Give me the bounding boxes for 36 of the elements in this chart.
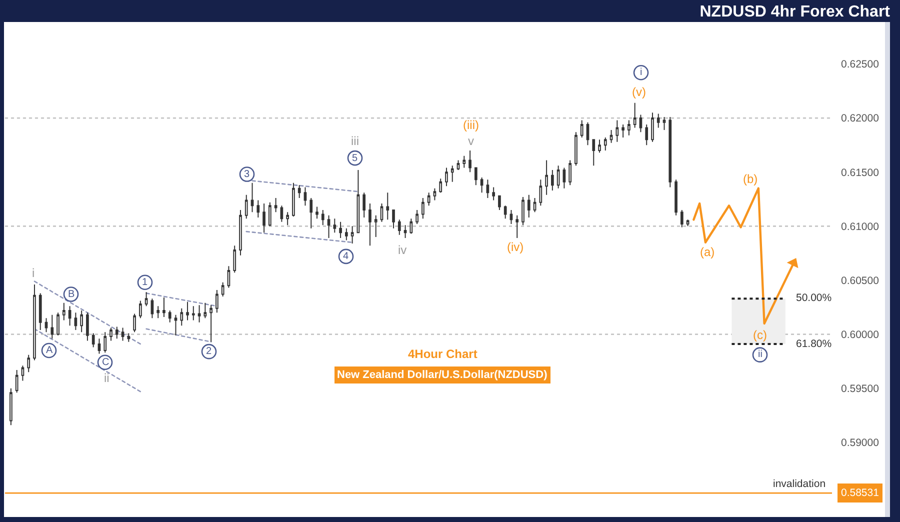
y-tick-label: 0.59500 (841, 383, 880, 396)
annotation: iii (351, 134, 359, 148)
annotation: 3 (244, 169, 250, 180)
annotation: A (46, 345, 53, 356)
annotation: ii (758, 349, 762, 360)
annotation: C (102, 357, 110, 368)
annotation: 2 (206, 346, 212, 357)
y-tick-label: 0.62500 (841, 58, 880, 71)
annotation: B (68, 289, 75, 300)
annotation: ii (104, 371, 110, 385)
annotation: (c) (753, 328, 767, 342)
annotation: (v) (632, 85, 646, 99)
annotation: i (640, 67, 642, 78)
y-tick-label: 0.60000 (841, 328, 880, 341)
annotation: v (468, 134, 474, 148)
annotation: (iv) (507, 240, 524, 254)
annotation: invalidation (773, 478, 826, 490)
annotation: i (32, 266, 35, 280)
annotation: (iii) (463, 118, 479, 132)
annotation: New Zealand Dollar/U.S.Dollar(NZDUSD) (337, 369, 548, 381)
annotation: iv (398, 243, 407, 257)
y-tick-label: 0.61500 (841, 166, 880, 179)
y-tick-label: 0.61000 (841, 220, 880, 233)
annotation: (a) (700, 245, 715, 259)
chart-title: NZDUSD 4hr Forex Chart (700, 4, 891, 21)
annotation: 5 (352, 153, 358, 164)
annotation: 1 (142, 277, 148, 288)
ref-line-label: 0.58531 (841, 487, 880, 499)
annotation: 50.00% (796, 292, 832, 304)
y-tick-label: 0.60500 (841, 274, 880, 287)
annotation: 61.80% (796, 338, 832, 350)
annotation: (b) (743, 172, 758, 186)
y-tick-label: 0.62000 (841, 112, 880, 125)
annotation: 4 (343, 251, 349, 262)
y-tick-label: 0.59000 (841, 437, 880, 450)
annotation: 4Hour Chart (408, 347, 478, 361)
